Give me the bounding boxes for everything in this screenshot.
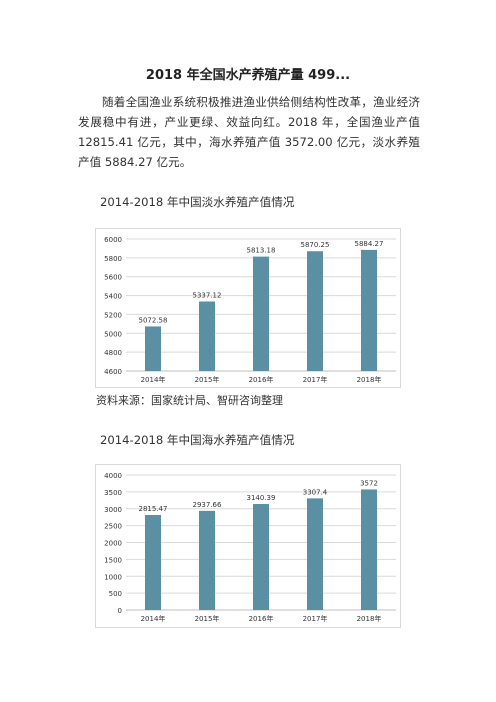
y-tick-label: 6000 bbox=[104, 236, 122, 244]
bar bbox=[199, 301, 215, 371]
data-label: 2815.47 bbox=[139, 505, 168, 513]
y-tick-label: 3000 bbox=[104, 506, 122, 514]
intro-paragraph: 随着全国渔业系统积极推进渔业供给侧结构性改革，渔业经济发展稳中有进，产业更绿、效… bbox=[78, 95, 420, 169]
y-tick-label: 5400 bbox=[104, 293, 122, 301]
data-label: 5337.12 bbox=[193, 292, 222, 300]
x-tick-label: 2016年 bbox=[249, 375, 274, 384]
y-tick-label: 4000 bbox=[104, 472, 122, 480]
y-tick-label: 2000 bbox=[104, 540, 122, 548]
y-tick-label: 0 bbox=[118, 607, 122, 615]
y-tick-label: 2500 bbox=[104, 523, 122, 531]
y-tick-label: 1500 bbox=[104, 556, 122, 564]
section-title-marine: 2014-2018 年中国海水养殖产值情况 bbox=[100, 433, 295, 447]
x-tick-label: 2015年 bbox=[195, 375, 220, 384]
bar bbox=[361, 249, 377, 371]
x-tick-label: 2014年 bbox=[141, 614, 166, 623]
marine-chart: 0 500 1000 1500 2000 2500 3000 3500 4000 2815.47 2… bbox=[95, 464, 401, 628]
x-tick-label: 2018年 bbox=[357, 375, 382, 384]
data-label: 3140.39 bbox=[247, 494, 276, 502]
data-label: 5870.25 bbox=[301, 241, 330, 249]
x-tick-label: 2016年 bbox=[249, 614, 274, 623]
data-label: 5884.27 bbox=[355, 240, 384, 248]
y-tick-label: 1000 bbox=[104, 573, 122, 581]
data-label: 5072.58 bbox=[139, 316, 168, 324]
bar bbox=[307, 498, 323, 610]
y-tick-label: 4600 bbox=[104, 368, 122, 376]
y-tick-label: 5000 bbox=[104, 330, 122, 338]
data-label: 2937.66 bbox=[193, 501, 222, 509]
bar bbox=[145, 514, 161, 610]
bar bbox=[199, 510, 215, 610]
section-title-freshwater: 2014-2018 年中国淡水养殖产值情况 bbox=[100, 195, 295, 209]
page-title: 2018 年全国水产养殖产量 499... bbox=[145, 68, 351, 83]
y-tick-label: 4800 bbox=[104, 349, 122, 357]
y-tick-label: 500 bbox=[109, 590, 122, 598]
y-tick-label: 5800 bbox=[104, 255, 122, 263]
bar bbox=[307, 251, 323, 371]
bar bbox=[145, 326, 161, 371]
x-tick-label: 2017年 bbox=[303, 375, 328, 384]
x-tick-label: 2018年 bbox=[357, 614, 382, 623]
data-source: 资料来源：国家统计局、智研咨询整理 bbox=[96, 394, 283, 407]
data-label: 3572 bbox=[360, 479, 378, 487]
x-tick-label: 2014年 bbox=[141, 375, 166, 384]
y-tick-label: 5600 bbox=[104, 274, 122, 282]
x-tick-label: 2017年 bbox=[303, 614, 328, 623]
bar bbox=[361, 489, 377, 610]
bar bbox=[253, 256, 269, 371]
data-label: 3307.4 bbox=[303, 488, 328, 496]
y-tick-label: 5200 bbox=[104, 311, 122, 319]
data-label: 5813.18 bbox=[247, 247, 276, 255]
y-tick-label: 3500 bbox=[104, 489, 122, 497]
marine-chart-svg: 0 500 1000 1500 2000 2500 3000 3500 4000 2815.47 2… bbox=[104, 472, 396, 623]
freshwater-chart: 4600 4800 5000 5200 5400 5600 5800 6000 5072.58 2… bbox=[95, 228, 401, 388]
x-tick-label: 2015年 bbox=[195, 614, 220, 623]
freshwater-chart-svg: 4600 4800 5000 5200 5400 5600 5800 6000 5072.58 2… bbox=[104, 236, 396, 384]
bar bbox=[253, 504, 269, 610]
